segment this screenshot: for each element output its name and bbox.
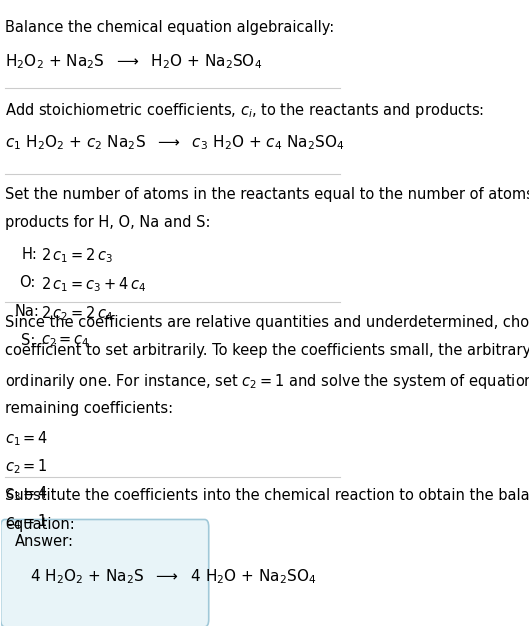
Text: $c_1 = 4$: $c_1 = 4$: [5, 429, 48, 448]
Text: S:: S:: [21, 333, 35, 348]
Text: O:: O:: [20, 275, 36, 290]
Text: $2\,c_2 = 2\,c_4$: $2\,c_2 = 2\,c_4$: [41, 304, 113, 323]
Text: Add stoichiometric coefficients, $c_i$, to the reactants and products:: Add stoichiometric coefficients, $c_i$, …: [5, 102, 484, 120]
Text: Answer:: Answer:: [15, 534, 74, 549]
Text: Na:: Na:: [15, 304, 40, 319]
Text: coefficient to set arbitrarily. To keep the coefficients small, the arbitrary va: coefficient to set arbitrarily. To keep …: [5, 344, 529, 359]
Text: Since the coefficients are relative quantities and underdetermined, choose a: Since the coefficients are relative quan…: [5, 315, 529, 330]
Text: $4\ \mathregular{H_2O_2}$ + $\mathregular{Na_2S}$  $\longrightarrow$  $4\ \mathr: $4\ \mathregular{H_2O_2}$ + $\mathregula…: [31, 567, 317, 586]
Text: Set the number of atoms in the reactants equal to the number of atoms in the: Set the number of atoms in the reactants…: [5, 187, 529, 202]
Text: Balance the chemical equation algebraically:: Balance the chemical equation algebraica…: [5, 20, 334, 35]
Text: $c_4 = 1$: $c_4 = 1$: [5, 512, 48, 530]
Text: $\mathregular{H_2O_2}$ + $\mathregular{Na_2S}$  $\longrightarrow$  $\mathregular: $\mathregular{H_2O_2}$ + $\mathregular{N…: [5, 53, 262, 71]
Text: ordinarily one. For instance, set $c_2 = 1$ and solve the system of equations fo: ordinarily one. For instance, set $c_2 =…: [5, 372, 529, 391]
Text: H:: H:: [21, 246, 37, 261]
Text: $c_3 = 4$: $c_3 = 4$: [5, 485, 48, 503]
Text: equation:: equation:: [5, 517, 75, 532]
Text: $c_2 = c_4$: $c_2 = c_4$: [41, 333, 89, 349]
Text: $2\,c_1 = 2\,c_3$: $2\,c_1 = 2\,c_3$: [41, 246, 113, 265]
Text: Substitute the coefficients into the chemical reaction to obtain the balanced: Substitute the coefficients into the che…: [5, 488, 529, 503]
Text: $2\,c_1 = c_3 + 4\,c_4$: $2\,c_1 = c_3 + 4\,c_4$: [41, 275, 146, 294]
Text: products for H, O, Na and S:: products for H, O, Na and S:: [5, 216, 211, 231]
Text: remaining coefficients:: remaining coefficients:: [5, 401, 173, 416]
FancyBboxPatch shape: [1, 520, 209, 627]
Text: $c_2 = 1$: $c_2 = 1$: [5, 457, 48, 476]
Text: $c_1\ \mathregular{H_2O_2}$ + $c_2\ \mathregular{Na_2S}$  $\longrightarrow$  $c_: $c_1\ \mathregular{H_2O_2}$ + $c_2\ \mat…: [5, 134, 344, 152]
